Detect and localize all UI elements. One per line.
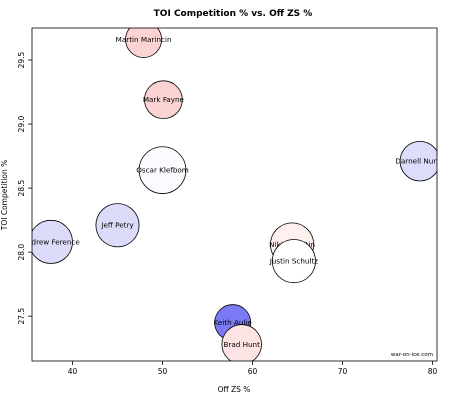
bubble-point: Andrew Ference	[22, 219, 80, 264]
bubble-label: Justin Schultz	[269, 257, 319, 266]
bubble-marker	[399, 141, 437, 182]
y-axis-ticks: 27.5 28.0 28.5 29.0 29.5	[17, 51, 32, 325]
bubble-label: Oscar Klefbom	[136, 166, 189, 175]
bubble-label: Darnell Nurse	[395, 157, 445, 166]
x-tick-label: 50	[158, 367, 168, 376]
bubble-label: Martin Marincin	[116, 35, 172, 44]
bubble-label: Andrew Ference	[22, 237, 80, 246]
bubble-marker	[221, 324, 262, 361]
x-tick-label: 60	[248, 367, 258, 376]
plot-frame	[31, 27, 438, 362]
bubble-marker	[32, 219, 73, 264]
bubble-marker	[138, 146, 187, 194]
y-tick-label: 29.5	[17, 51, 26, 68]
chart-title: TOI Competition % vs. Off ZS %	[154, 9, 313, 19]
y-tick-label: 28.5	[17, 180, 26, 197]
x-axis-label: Off ZS %	[218, 385, 251, 394]
bubble-point: Jeff Petry	[95, 203, 140, 248]
x-tick-label: 70	[338, 367, 348, 376]
y-tick-label: 27.5	[17, 308, 26, 325]
y-tick-label: 29.0	[17, 115, 26, 132]
bubble-point: Martin Marincin	[116, 28, 172, 58]
bubble-label: Keith Aulie	[214, 318, 253, 327]
bubble-marker	[144, 80, 183, 120]
bubble-point: Oscar Klefbom	[136, 146, 189, 194]
x-tick-label: 80	[428, 367, 438, 376]
bubble-point: Darnell Nurse	[395, 141, 445, 182]
bubble-marker	[125, 28, 162, 58]
bubble-marker	[271, 239, 316, 284]
bubble-layer: Martin Marincin Mark Fayne Oscar Klefbom Da…	[22, 28, 445, 361]
bubble-point: Justin Schultz	[269, 239, 319, 284]
y-tick-label: 28.0	[17, 244, 26, 261]
watermark: war-on-ice.com	[391, 352, 433, 358]
bubble-point: Mark Fayne	[143, 80, 185, 120]
bubble-label: Mark Fayne	[143, 95, 185, 104]
bubble-label: Brad Hunt	[223, 340, 260, 349]
bubble-marker	[95, 203, 140, 248]
x-axis-ticks: 40 50 60 70 80	[68, 361, 438, 376]
y-axis-label: TOI Competition %	[0, 160, 9, 232]
bubble-label: Jeff Petry	[100, 221, 134, 230]
x-tick-label: 40	[68, 367, 78, 376]
bubble-point: Brad Hunt	[221, 324, 262, 361]
